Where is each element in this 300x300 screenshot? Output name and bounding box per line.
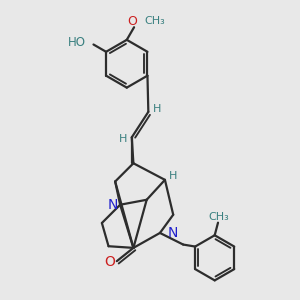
Text: H: H <box>169 171 177 181</box>
Text: O: O <box>128 15 137 28</box>
Text: O: O <box>104 255 115 269</box>
Text: CH₃: CH₃ <box>144 16 165 26</box>
Text: H: H <box>152 103 161 113</box>
Text: H: H <box>119 134 128 144</box>
Text: N: N <box>167 226 178 240</box>
Text: HO: HO <box>68 36 86 49</box>
Text: N: N <box>108 198 118 212</box>
Text: CH₃: CH₃ <box>208 212 229 222</box>
